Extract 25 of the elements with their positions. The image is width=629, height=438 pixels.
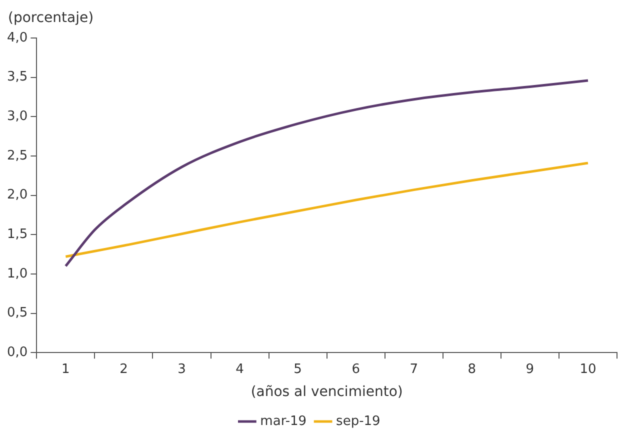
y-tick-label: 3,0 bbox=[6, 109, 28, 124]
y-tick-label: 1,5 bbox=[6, 227, 28, 242]
x-tick-label: 6 bbox=[352, 362, 360, 377]
y-tick-label: 2,0 bbox=[6, 188, 28, 203]
x-tick-label: 3 bbox=[178, 362, 186, 377]
x-tick-label: 10 bbox=[580, 362, 596, 377]
x-tick-label: 8 bbox=[468, 362, 476, 377]
x-tick-label: 5 bbox=[294, 362, 302, 377]
line-series bbox=[64, 162, 590, 258]
x-tick-label: 2 bbox=[120, 362, 128, 377]
y-tick-label: 2,5 bbox=[6, 148, 28, 164]
x-tick-label: 9 bbox=[526, 362, 534, 377]
y-tick-label: 1,0 bbox=[6, 266, 28, 282]
y-tick-label: 0,0 bbox=[6, 344, 28, 360]
x-axis-title: (años al vencimiento) bbox=[250, 384, 403, 400]
y-axis-title: (porcentaje) bbox=[8, 10, 94, 26]
legend-label: mar-19 bbox=[260, 414, 307, 429]
x-tick-label: 1 bbox=[62, 362, 70, 377]
x-tick-label: 7 bbox=[410, 362, 418, 377]
x-tick-label: 4 bbox=[236, 362, 244, 377]
line-series bbox=[64, 79, 590, 268]
y-tick-label: 4,0 bbox=[6, 30, 28, 46]
y-tick-label: 3,5 bbox=[6, 70, 28, 85]
legend-label: sep-19 bbox=[336, 414, 380, 429]
y-tick-label: 0,5 bbox=[6, 306, 28, 321]
